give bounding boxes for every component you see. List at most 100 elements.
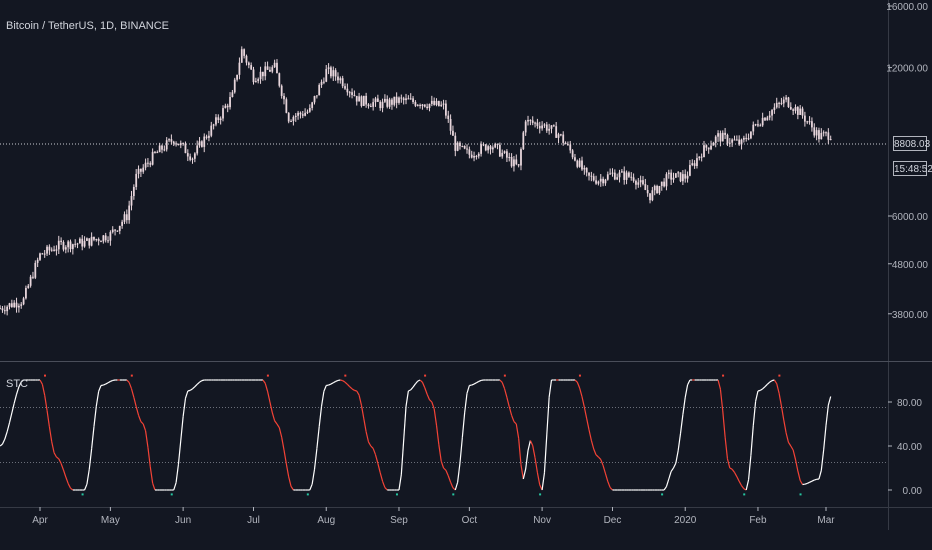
stc-segment: [675, 450, 679, 464]
stc-segment: [379, 472, 384, 482]
last-price-tag: 8808.03: [893, 136, 930, 151]
candle-body: [550, 125, 553, 129]
candle-body: [754, 124, 757, 126]
stc-segment: [264, 383, 269, 392]
stc-segment: [814, 478, 817, 481]
candle-body: [707, 147, 710, 150]
candle-body: [259, 71, 262, 80]
candle-body: [785, 97, 788, 100]
stc-segment: [501, 382, 506, 389]
candle-body: [517, 164, 520, 166]
candle-body: [161, 145, 163, 150]
stc-segment: [588, 429, 592, 441]
stc-segment: [679, 414, 684, 434]
countdown-tag: 15:48:52: [893, 161, 932, 176]
candle-body: [339, 78, 342, 81]
stc-segment: [11, 403, 15, 414]
candle-body: [592, 176, 595, 181]
stc-segment: [276, 423, 280, 428]
candle-body: [405, 98, 407, 101]
stc-segment: [349, 386, 353, 390]
candle-body: [538, 125, 541, 129]
time-tick-label: Jul: [247, 515, 260, 526]
time-tick-label: Aug: [317, 515, 335, 526]
candle-body: [34, 262, 37, 278]
candle-body: [130, 196, 133, 206]
stc-segment: [532, 445, 536, 459]
candle-body: [663, 181, 666, 187]
candle-body: [766, 117, 769, 121]
stc-segment: [142, 423, 147, 432]
candle-body: [301, 114, 304, 116]
candle-body: [494, 143, 497, 148]
candle-body: [728, 142, 731, 144]
candle-body: [400, 97, 403, 99]
candle-body: [341, 78, 344, 87]
candle-body: [611, 172, 614, 174]
candle-body: [548, 128, 551, 131]
candle-body: [69, 241, 72, 250]
candle-body: [703, 145, 705, 158]
candle-body: [50, 249, 53, 251]
stc-segment: [511, 415, 515, 422]
stc-segment: [370, 445, 374, 449]
candle-body: [642, 180, 644, 185]
chart-title: Bitcoin / TetherUS, 1D, BINANCE: [6, 20, 170, 32]
stc-indicator-label[interactable]: STC: [6, 378, 28, 390]
stc-segment: [152, 482, 156, 491]
candle-body: [365, 95, 368, 105]
candle-body: [789, 106, 792, 110]
stc-segment: [86, 469, 90, 485]
candle-body: [224, 105, 227, 109]
stc-segment: [579, 387, 583, 397]
candle-body: [515, 159, 518, 165]
candle-body: [292, 117, 295, 122]
candle-body: [132, 186, 135, 197]
candle-body: [139, 168, 142, 172]
stc-segment: [722, 410, 726, 438]
stc-segment: [677, 433, 682, 451]
candle-body: [801, 108, 804, 116]
stc-segment: [173, 482, 177, 491]
stc-segment: [780, 405, 785, 421]
stc-segment: [180, 416, 184, 441]
stc-segment: [508, 406, 513, 416]
stc-segment: [48, 426, 53, 442]
stc-segment: [684, 384, 689, 398]
stc-segment: [414, 380, 419, 385]
candle-body: [287, 112, 290, 122]
stc-segment: [412, 383, 416, 388]
candle-body: [780, 102, 783, 104]
candle-body: [522, 132, 525, 150]
candle-body: [39, 253, 41, 260]
stc-segment: [454, 482, 459, 491]
candle-body: [381, 101, 384, 109]
candle-body: [151, 151, 154, 165]
candle-body: [745, 137, 748, 139]
stc-segment: [827, 396, 832, 406]
stc-segment: [811, 479, 815, 482]
stc-segment: [199, 380, 203, 383]
candle-body: [698, 156, 701, 159]
candle-body: [156, 152, 159, 154]
candle-body: [768, 115, 771, 118]
stc-sell-marker: [130, 374, 133, 377]
candle-body: [144, 162, 147, 168]
candle-body: [581, 160, 583, 170]
candle-body: [825, 132, 827, 134]
stc-segment: [184, 390, 189, 399]
candle-body: [750, 131, 752, 139]
stc-segment: [741, 485, 745, 490]
candle-body: [740, 139, 743, 145]
candle-body: [17, 305, 20, 308]
candle-body: [477, 153, 480, 157]
candle-body: [506, 151, 508, 158]
candle-body: [15, 302, 18, 308]
candle-body: [412, 98, 414, 103]
candle-body: [445, 103, 447, 116]
time-tick-label: Feb: [749, 515, 767, 526]
candle-body: [658, 185, 661, 194]
candle-body: [644, 184, 647, 191]
stc-segment: [574, 379, 578, 383]
candle-body: [149, 163, 152, 165]
